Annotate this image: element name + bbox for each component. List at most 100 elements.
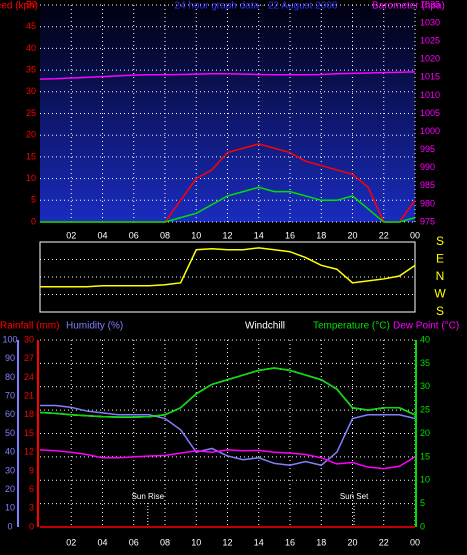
x-tick-label: 00: [410, 537, 420, 547]
y3-tick-label: 24: [24, 372, 34, 382]
y2-tick-label: 30: [420, 381, 430, 391]
y2-axis-label: Barometer (hpa): [372, 1, 445, 12]
series-line: [39, 71, 416, 80]
y-tick-label: 10: [26, 173, 36, 183]
x-tick-label: 18: [316, 230, 326, 240]
y-tick-label: 30: [26, 86, 36, 96]
y-tick-label: S: [436, 234, 444, 248]
annotation: Sun Rise: [132, 492, 165, 501]
y-tick-label: 20: [26, 130, 36, 140]
y-tick-label: 30: [5, 465, 15, 475]
y2-tick-label: 40: [420, 334, 430, 344]
x-tick-label: 12: [222, 230, 232, 240]
y-tick-label: 15: [26, 151, 36, 161]
y-tick-label: 50: [26, 0, 36, 9]
y2-tick-label: 15: [420, 451, 430, 461]
y-tick-label: 80: [5, 372, 15, 382]
y2-tick-label: 975: [420, 216, 435, 226]
y-tick-label: E: [436, 252, 444, 266]
y-tick-label: 0: [7, 521, 12, 531]
y3-tick-label: 6: [29, 484, 34, 494]
x-tick-label: 12: [222, 537, 232, 547]
y2-tick-label: 35: [420, 358, 430, 368]
x-tick-label: 02: [66, 537, 76, 547]
y2-tick-label: 1015: [420, 72, 440, 82]
series-line: [39, 367, 416, 418]
x-tick-label: 06: [129, 230, 139, 240]
x-tick-label: 10: [191, 230, 201, 240]
y-tick-label: 90: [5, 353, 15, 363]
y2-tick-label: 20: [420, 428, 430, 438]
x-tick-label: 08: [160, 230, 170, 240]
y-tick-label: 0: [31, 216, 36, 226]
annotation: Sun Set: [340, 492, 369, 501]
y2-tick-label: 1035: [420, 0, 440, 9]
x-tick-label: 16: [285, 230, 295, 240]
y2-tick-label: 25: [420, 405, 430, 415]
x-tick-label: 04: [97, 230, 107, 240]
x-tick-label: 08: [160, 537, 170, 547]
y-tick-label: 45: [26, 21, 36, 31]
y2-tick-label: 1020: [420, 54, 440, 64]
y3-tick-label: 15: [24, 428, 34, 438]
y3-tick-label: 27: [24, 353, 34, 363]
y2-tick-label: 1030: [420, 17, 440, 27]
x-tick-label: 18: [316, 537, 326, 547]
y3-tick-label: 18: [24, 409, 34, 419]
y-tick-label: W: [434, 287, 446, 301]
y3-tick-label: 3: [29, 503, 34, 513]
x-tick-label: 20: [347, 230, 357, 240]
x-tick-label: 04: [97, 537, 107, 547]
y-tick-label: 5: [31, 195, 36, 205]
series-line: [40, 186, 416, 223]
legend-label: Windchill: [245, 321, 285, 332]
y-tick-label: N: [436, 269, 445, 283]
y2-tick-label: 5: [420, 498, 425, 508]
x-tick-label: 22: [379, 537, 389, 547]
series-line: [39, 449, 416, 470]
y-tick-label: 20: [5, 484, 15, 494]
y3-tick-label: 0: [29, 521, 34, 531]
x-tick-label: 10: [191, 537, 201, 547]
y-tick-label: 40: [5, 447, 15, 457]
x-tick-label: 00: [410, 230, 420, 240]
y2-tick-label: 990: [420, 162, 435, 172]
y2-tick-label: 1000: [420, 126, 440, 136]
y-tick-label: 100: [2, 334, 17, 344]
y2-tick-label: 1010: [420, 90, 440, 100]
x-tick-label: 02: [66, 230, 76, 240]
y-tick-label: 25: [26, 108, 36, 118]
y2-tick-label: 0: [420, 521, 425, 531]
legend-label: Rainfall (mm): [0, 321, 59, 332]
legend-label: Humidity (%): [66, 321, 123, 332]
x-tick-label: 20: [347, 537, 357, 547]
y-tick-label: 10: [5, 503, 15, 513]
x-tick-label: 06: [129, 537, 139, 547]
y3-tick-label: 30: [24, 334, 34, 344]
y-tick-label: 60: [5, 409, 15, 419]
y-tick-label: 40: [26, 43, 36, 53]
y2-tick-label: 985: [420, 180, 435, 190]
legend-label: Dew Point (°C): [393, 321, 459, 332]
x-tick-label: 16: [285, 537, 295, 547]
x-tick-label: 22: [379, 230, 389, 240]
y-axis-label: Windspeed (kph): [0, 1, 38, 12]
y2-tick-label: 1005: [420, 108, 440, 118]
chart-title: 24 hour graph data - 22 August 2008: [175, 1, 338, 12]
y3-tick-label: 12: [24, 447, 34, 457]
y3-tick-label: 21: [24, 390, 34, 400]
y2-tick-label: 1025: [420, 36, 440, 46]
series-line: [40, 404, 416, 467]
y-tick-label: 70: [5, 390, 15, 400]
y-tick-label: S: [436, 304, 444, 318]
y2-tick-label: 980: [420, 198, 435, 208]
legend-label: Temperature (°C): [313, 321, 390, 332]
x-tick-label: 14: [254, 230, 264, 240]
series-line: [40, 247, 416, 288]
y-tick-label: 50: [5, 428, 15, 438]
y3-tick-label: 9: [29, 465, 34, 475]
y2-tick-label: 995: [420, 144, 435, 154]
x-tick-label: 14: [254, 537, 264, 547]
y-tick-label: 35: [26, 64, 36, 74]
